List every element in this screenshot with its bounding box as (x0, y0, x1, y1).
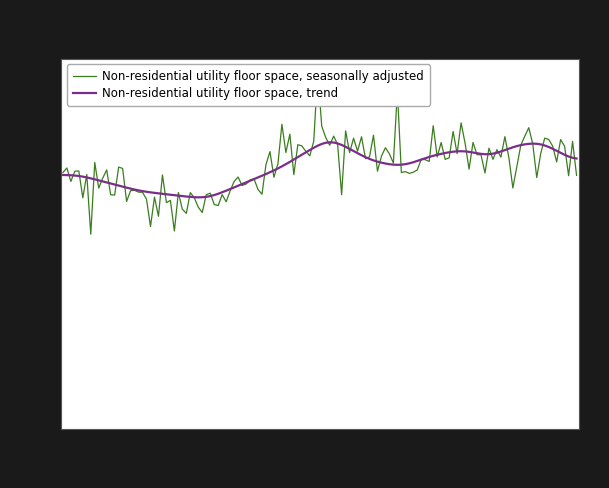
Non-residential utility floor space, seasonally adjusted (470, 140, 477, 145)
Non-residential utility floor space, trend (406, 161, 413, 166)
Non-residential utility floor space, trend (195, 194, 202, 200)
Non-residential utility floor space, seasonally adjusted (59, 170, 66, 176)
Non-residential utility floor space, seasonally adjusted (203, 192, 210, 198)
Non-residential utility floor space, trend (446, 149, 453, 155)
Non-residential utility floor space, trend (326, 140, 333, 145)
Non-residential utility floor space, seasonally adjusted (406, 170, 413, 176)
Non-residential utility floor space, seasonally adjusted (334, 142, 341, 147)
Non-residential utility floor space, trend (203, 194, 210, 200)
Non-residential utility floor space, seasonally adjusted (573, 172, 580, 178)
Non-residential utility floor space, trend (282, 161, 289, 167)
Line: Non-residential utility floor space, trend: Non-residential utility floor space, tre… (63, 142, 577, 197)
Non-residential utility floor space, trend (334, 141, 341, 146)
Non-residential utility floor space, seasonally adjusted (314, 69, 322, 75)
Non-residential utility floor space, seasonally adjusted (87, 231, 94, 237)
Non-residential utility floor space, seasonally adjusted (282, 150, 289, 156)
Non-residential utility floor space, trend (59, 172, 66, 178)
Non-residential utility floor space, trend (470, 150, 477, 156)
Non-residential utility floor space, trend (573, 156, 580, 162)
Legend: Non-residential utility floor space, seasonally adjusted, Non-residential utilit: Non-residential utility floor space, sea… (67, 64, 430, 106)
Line: Non-residential utility floor space, seasonally adjusted: Non-residential utility floor space, sea… (63, 72, 577, 234)
Non-residential utility floor space, seasonally adjusted (446, 155, 453, 161)
